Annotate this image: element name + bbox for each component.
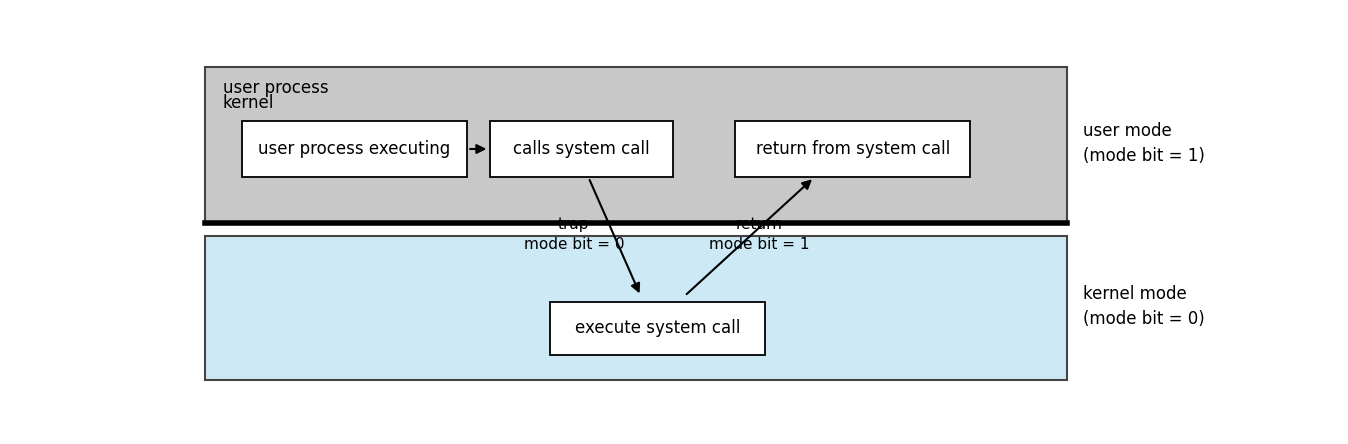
Text: user mode
(mode bit = 1): user mode (mode bit = 1) [1082,123,1205,165]
Text: user process: user process [222,79,329,97]
Bar [489,121,673,177]
Bar [243,121,466,177]
Text: kernel mode
(mode bit = 0): kernel mode (mode bit = 0) [1082,285,1204,328]
Text: user process executing: user process executing [259,140,450,158]
Text: execute system call: execute system call [574,320,740,337]
Text: return
mode bit = 1: return mode bit = 1 [709,217,809,252]
Bar [735,121,971,177]
Text: trap
mode bit = 0: trap mode bit = 0 [523,217,624,252]
Text: return from system call: return from system call [756,140,950,158]
Text: calls system call: calls system call [512,140,650,158]
Bar [205,236,1068,380]
Text: kernel: kernel [222,94,274,112]
Bar [550,302,764,355]
Bar [205,67,1068,222]
